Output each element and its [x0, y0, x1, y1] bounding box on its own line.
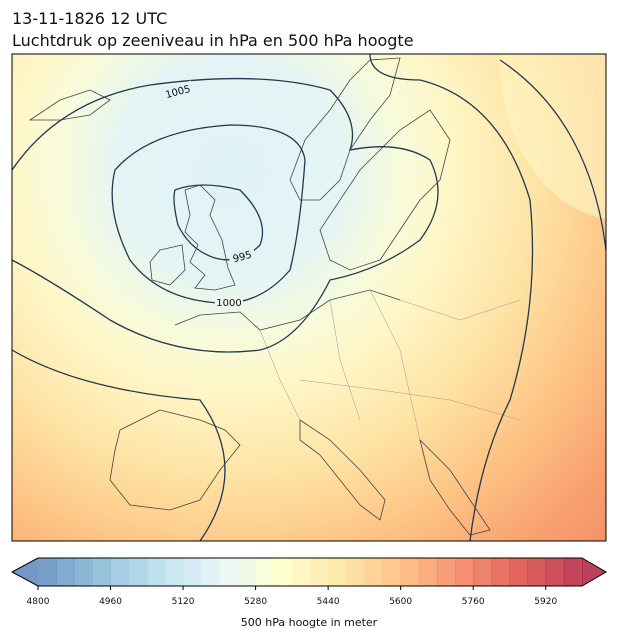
colorbar-segment: [273, 558, 293, 586]
colorbar-segment: [56, 558, 75, 586]
label-bg: [227, 246, 257, 267]
label-bg: [163, 80, 195, 101]
colorbar-tick-label: 5120: [172, 597, 195, 607]
colorbar-segment: [92, 558, 112, 586]
colorbar-tick-label: 5920: [534, 597, 557, 607]
colorbar-tick-label: 5280: [244, 597, 267, 607]
colorbar-segment: [473, 558, 492, 586]
contour-label: 995: [232, 250, 253, 266]
colorbar-segment: [364, 558, 384, 586]
colorbar-segment: [164, 558, 184, 586]
colorbar-segment: [436, 558, 456, 586]
colorbar-segment: [38, 558, 57, 586]
colorbar-segment: [491, 558, 510, 586]
colorbar-segment: [74, 558, 93, 586]
colorbar-tick-label: 5440: [317, 597, 340, 607]
colorbar-segment: [310, 558, 329, 586]
colorbar-segment: [455, 558, 474, 586]
colorbar-segment: [545, 558, 565, 586]
colorbar-extend: [582, 558, 606, 586]
colorbar-segment: [346, 558, 365, 586]
map-frame: [11, 53, 607, 542]
colorbar-segment: [237, 558, 257, 586]
coastlines: [28, 57, 491, 536]
colorbar-outline: [10, 557, 607, 587]
colorbar-segment: [563, 558, 583, 586]
subtitle: Luchtdruk op zeeniveau in hPa en 500 hPa…: [12, 31, 414, 50]
isobars: [12, 54, 606, 541]
colorbar-segment: [291, 558, 311, 586]
label-bg: [215, 296, 243, 308]
colorbar: 4800 4960 5120 5280 5440 5600 5760 5920: [10, 557, 607, 607]
colorbar-segment: [328, 558, 347, 586]
colorbar-segment: [418, 558, 438, 586]
colorbar-extend: [12, 558, 38, 586]
colorbar-segment: [527, 558, 547, 586]
colorbar-segment: [146, 558, 166, 586]
map: 1005 995 1000: [12, 54, 606, 541]
colorbar-tick-label: 4960: [99, 597, 122, 607]
colorbar-segment: [219, 558, 238, 586]
colorbar-segment: [110, 558, 130, 586]
height-field: [500, 54, 606, 219]
contour-label: 1000: [216, 298, 241, 309]
colorbar-segment: [183, 558, 202, 586]
colorbar-tick-label: 4800: [27, 597, 50, 607]
title: 13-11-1826 12 UTC: [12, 9, 167, 28]
colorbar-tick-label: 5760: [462, 597, 485, 607]
colorbar-segment: [509, 558, 529, 586]
colorbar-segment: [128, 558, 148, 586]
colorbar-segment: [400, 558, 420, 586]
colorbar-segment: [201, 558, 220, 586]
colorbar-tick-label: 5600: [389, 597, 412, 607]
colorbar-segment: [382, 558, 402, 586]
colorbar-label: 500 hPa hoogte in meter: [241, 616, 378, 629]
borders: [259, 289, 521, 441]
colorbar-segment: [255, 558, 275, 586]
